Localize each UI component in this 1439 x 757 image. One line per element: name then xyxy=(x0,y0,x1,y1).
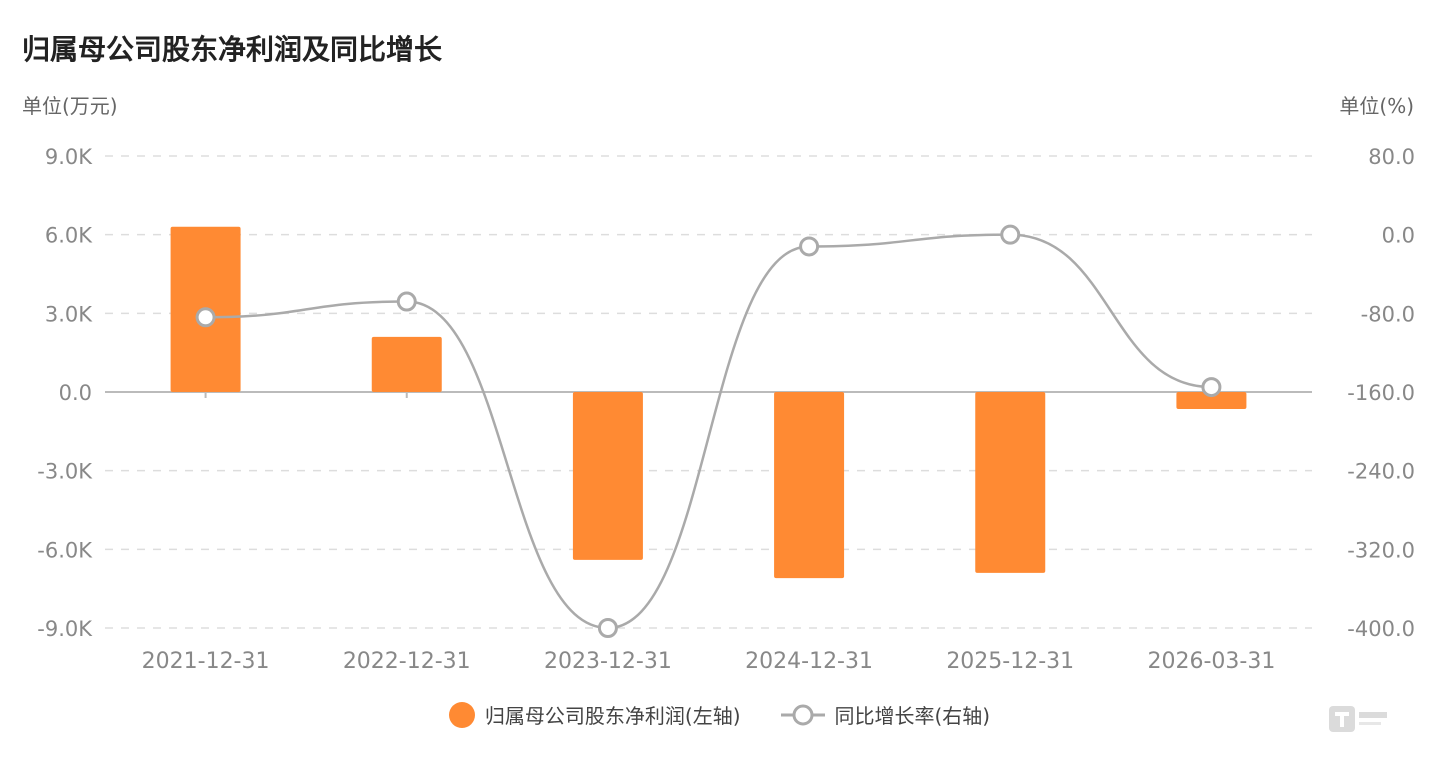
point-growth-rate xyxy=(799,236,820,257)
left-axis-unit: 单位(万元) xyxy=(22,94,118,118)
bar-net-profit xyxy=(774,392,845,579)
right-axis-tick-label: -400.0 xyxy=(1347,617,1415,641)
point-growth-rate xyxy=(1000,224,1021,245)
right-axis-tick-label: 0.0 xyxy=(1382,224,1415,248)
legend-item-net-profit[interactable]: 归属母公司股东净利润(左轴) xyxy=(448,700,741,729)
x-axis-category-label: 2021-12-31 xyxy=(142,649,270,674)
left-axis-tick-label: 0.0 xyxy=(59,381,92,405)
x-axis-category-label: 2022-12-31 xyxy=(343,649,471,674)
point-growth-rate xyxy=(195,307,216,328)
left-axis-tick-label: 3.0K xyxy=(45,302,93,326)
bar-net-profit xyxy=(371,336,442,392)
left-axis-tick-label: -6.0K xyxy=(37,538,93,562)
watermark-logo-icon xyxy=(1329,706,1387,732)
chart-legend: 归属母公司股东净利润(左轴) 同比增长率(右轴) xyxy=(0,700,1439,729)
legend-item-growth-rate[interactable]: 同比增长率(右轴) xyxy=(780,700,991,729)
right-axis-tick-label: -80.0 xyxy=(1361,302,1415,326)
right-axis-tick-label: -160.0 xyxy=(1347,381,1415,405)
left-axis-tick-label: -9.0K xyxy=(37,617,93,641)
left-axis-tick-label: 6.0K xyxy=(45,224,93,248)
x-axis-category-label: 2023-12-31 xyxy=(544,649,672,674)
x-axis-category-label: 2024-12-31 xyxy=(745,649,873,674)
legend-label-growth-rate: 同比增长率(右轴) xyxy=(834,704,991,728)
legend-label-net-profit: 归属母公司股东净利润(左轴) xyxy=(484,704,741,728)
left-axis-tick-label: -3.0K xyxy=(37,460,93,484)
point-growth-rate xyxy=(597,618,618,638)
bar-net-profit xyxy=(572,392,643,560)
x-axis-category-label: 2025-12-31 xyxy=(946,649,1074,674)
left-axis-tick-label: 9.0K xyxy=(45,145,93,169)
right-axis-tick-label: -240.0 xyxy=(1347,460,1415,484)
point-growth-rate xyxy=(396,291,417,312)
bar-net-profit xyxy=(975,392,1046,573)
line-growth-rate xyxy=(205,233,1212,630)
chart-title: 归属母公司股东净利润及同比增长 xyxy=(22,33,443,66)
legend-bar-swatch xyxy=(448,701,475,728)
right-axis-tick-label: 80.0 xyxy=(1368,145,1415,169)
legend-line-swatch xyxy=(780,704,825,725)
point-growth-rate xyxy=(1201,377,1222,398)
bar-net-profit xyxy=(1176,392,1247,410)
x-axis-category-label: 2026-03-31 xyxy=(1147,649,1275,674)
right-axis-unit: 单位(%) xyxy=(1339,94,1414,118)
right-axis-tick-label: -320.0 xyxy=(1347,538,1415,562)
